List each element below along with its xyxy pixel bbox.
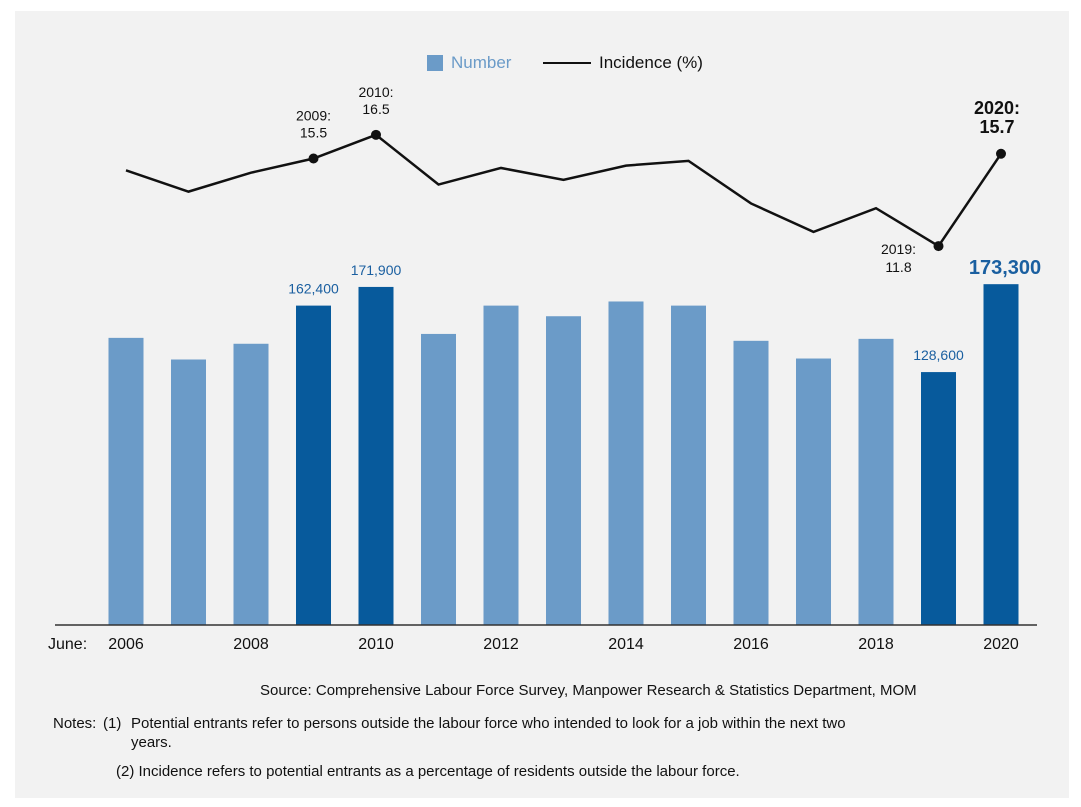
bar-label-2019: 128,600 xyxy=(913,347,964,363)
bar-2013 xyxy=(546,316,581,625)
bar-2014 xyxy=(608,301,644,625)
bar-2018 xyxy=(858,338,894,625)
note-1-line-1: Potential entrants refer to persons outs… xyxy=(131,715,846,732)
incidence-point-2009 xyxy=(308,153,319,164)
incidence-point-2010 xyxy=(371,129,381,140)
chart: 162,400 171,900 128,600 173,300 June: 2006 200… xyxy=(48,84,1041,653)
incidence-label-2019-year: 2019: xyxy=(881,241,916,257)
note-2: (2) Incidence refers to potential entran… xyxy=(116,763,740,780)
x-tick-2008: 2008 xyxy=(233,636,269,653)
bar-2015 xyxy=(671,305,706,625)
x-tick-2016: 2016 xyxy=(733,636,769,653)
x-tick-2014: 2014 xyxy=(608,636,644,653)
bar-2011 xyxy=(421,333,456,625)
bar-2017 xyxy=(796,358,831,625)
legend-incidence-line xyxy=(543,62,591,64)
note-1-line-2: years. xyxy=(131,734,172,751)
notes-prefix: Notes: xyxy=(53,715,97,732)
bar-2012 xyxy=(483,305,519,625)
bar-2006 xyxy=(108,337,144,625)
incidence-label-2009-value: 15.5 xyxy=(300,125,327,141)
incidence-label-2009-year: 2009: xyxy=(296,108,331,124)
incidence-point-2019 xyxy=(933,241,944,252)
incidence-label-2010-year: 2010: xyxy=(358,84,393,100)
bar-2008 xyxy=(233,343,269,625)
bar-label-2010: 171,900 xyxy=(351,262,402,278)
bar-2016 xyxy=(733,340,769,625)
incidence-line xyxy=(125,133,1003,248)
legend-incidence: Incidence (%) xyxy=(543,53,703,73)
incidence-label-2020-value: 15.7 xyxy=(979,117,1014,137)
bar-label-2020: 173,300 xyxy=(969,257,1041,279)
bar-label-2009: 162,400 xyxy=(288,281,339,297)
bar-2019 xyxy=(921,372,956,625)
legend-number: Number xyxy=(427,53,511,73)
incidence-label-2010-value: 16.5 xyxy=(362,101,389,117)
incidence-label-2019-value: 11.8 xyxy=(885,259,911,275)
source-note: Source: Comprehensive Labour Force Surve… xyxy=(260,682,917,699)
bar-2010 xyxy=(358,286,394,625)
x-axis-prefix: June: xyxy=(48,636,87,653)
incidence-point-2020 xyxy=(996,148,1006,159)
note-1-number: (1) xyxy=(103,715,122,732)
chart-panel: 162,400 171,900 128,600 173,300 June: 2006 200… xyxy=(15,11,1069,798)
bar-2009 xyxy=(296,305,331,625)
bar-2007 xyxy=(171,359,206,625)
x-tick-2012: 2012 xyxy=(483,636,519,653)
x-tick-2020: 2020 xyxy=(983,636,1019,653)
x-tick-2010: 2010 xyxy=(358,636,394,653)
x-tick-2006: 2006 xyxy=(108,636,144,653)
legend-incidence-label: Incidence (%) xyxy=(599,53,703,72)
incidence-label-2020-year: 2020: xyxy=(974,98,1020,118)
x-tick-2018: 2018 xyxy=(858,636,894,653)
legend-number-label: Number xyxy=(451,53,512,72)
bar-2020 xyxy=(983,284,1019,625)
legend-number-swatch xyxy=(427,55,443,71)
